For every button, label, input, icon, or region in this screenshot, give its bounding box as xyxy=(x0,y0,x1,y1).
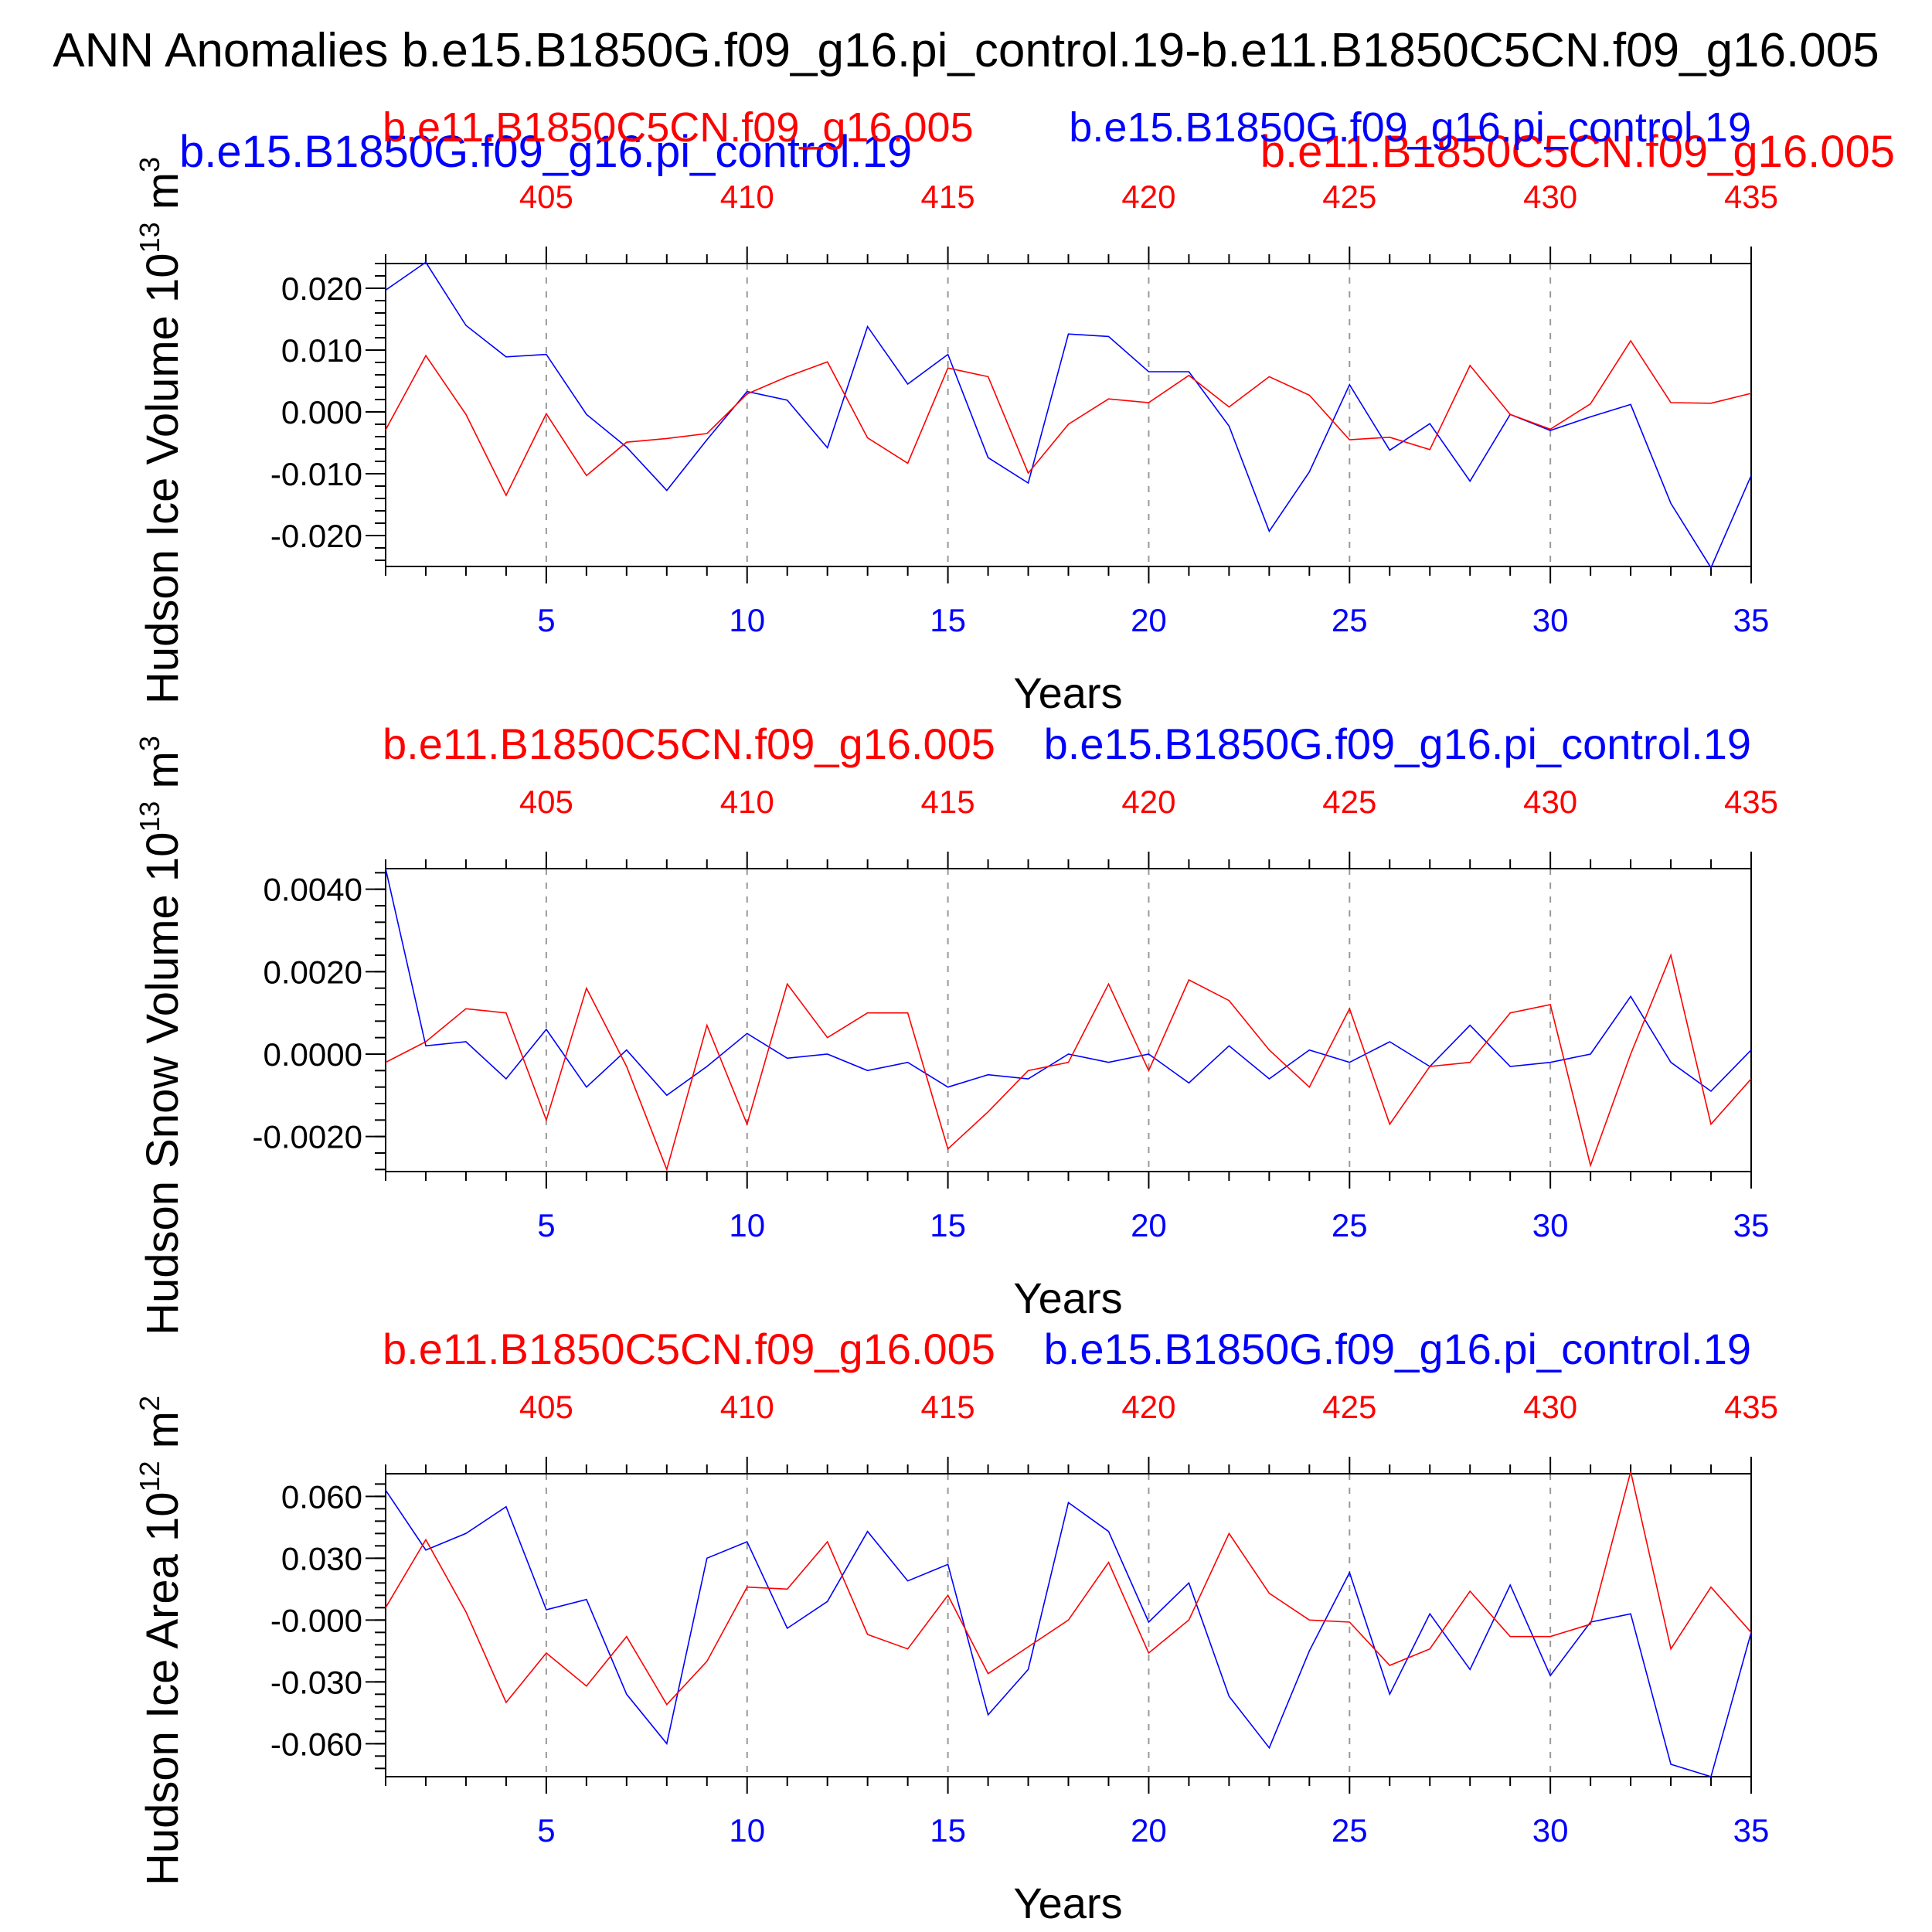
y-tick-label: 0.060 xyxy=(281,1478,362,1515)
subtitle-red: b.e11.B1850C5CN.f09_g16.005 xyxy=(383,1325,995,1373)
x-tick-label-top: 420 xyxy=(1121,179,1175,215)
x-tick-label-bottom: 35 xyxy=(1733,1207,1770,1243)
x-tick-label-bottom: 35 xyxy=(1733,1812,1770,1849)
subtitle-blue: b.e15.B1850G.f09_g16.pi_control.19 xyxy=(1069,104,1751,151)
x-tick-label-top: 405 xyxy=(519,1389,573,1425)
plot-frame xyxy=(385,1473,1752,1777)
x-axis-label: Years xyxy=(1013,1274,1122,1322)
chart-title: ANN Anomalies b.e15.B1850G.f09_g16.pi_co… xyxy=(53,24,1879,77)
x-tick-label-top: 435 xyxy=(1724,179,1778,215)
x-tick-label-top: 415 xyxy=(921,784,975,820)
x-tick-label-bottom: 15 xyxy=(930,1812,966,1849)
y-tick-label: -0.030 xyxy=(270,1664,362,1700)
x-tick-label-bottom: 30 xyxy=(1532,1812,1569,1849)
x-tick-label-top: 410 xyxy=(720,784,774,820)
x-tick-label-top: 430 xyxy=(1523,179,1577,215)
series-line-case1 xyxy=(385,261,1752,570)
subtitle-blue: b.e15.B1850G.f09_g16.pi_control.19 xyxy=(1044,719,1751,768)
legend-top-red: b.e11.B1850C5CN.f09_g16.005 xyxy=(1260,127,1895,177)
x-tick-label-top: 430 xyxy=(1523,1389,1577,1425)
subtitle-red: b.e11.B1850C5CN.f09_g16.005 xyxy=(383,104,974,151)
y-tick-label: -0.010 xyxy=(270,456,362,492)
x-tick-label-bottom: 10 xyxy=(729,602,765,638)
y-axis-label: Hudson Snow Volume 1013 m3 xyxy=(134,736,188,1335)
y-axis-label-part: m xyxy=(138,1411,188,1461)
series-line-case2 xyxy=(385,953,1752,1172)
y-axis-label-part: Hudson Ice Volume 10 xyxy=(138,253,188,704)
x-tick-label-top: 410 xyxy=(720,1389,774,1425)
series-line-case1 xyxy=(385,868,1752,1097)
x-tick-label-top: 435 xyxy=(1724,784,1778,820)
y-axis-label-part: Hudson Snow Volume 10 xyxy=(138,832,188,1335)
y-axis-label-part: 12 xyxy=(134,1461,165,1492)
x-tick-label-top: 425 xyxy=(1322,179,1376,215)
x-tick-label-bottom: 35 xyxy=(1733,602,1770,638)
y-tick-label: 0.010 xyxy=(281,332,362,369)
x-tick-label-top: 425 xyxy=(1322,1389,1376,1425)
panel-1: 0.020 0.010 0.000 -0.010 -0.020 5 10 15 20 25 30 35… xyxy=(134,104,1778,717)
y-axis-label-part: 3 xyxy=(134,157,165,172)
x-tick-label-bottom: 10 xyxy=(729,1207,765,1243)
x-tick-label-bottom: 5 xyxy=(537,602,555,638)
y-axis-label-part: Hudson Ice Area 10 xyxy=(138,1492,188,1886)
y-tick-label: -0.020 xyxy=(270,518,362,554)
y-axis-label-part: 2 xyxy=(134,1396,165,1411)
x-tick-label-bottom: 20 xyxy=(1131,602,1167,638)
legend-top-blue: b.e15.B1850G.f09_g16.pi_control.19 xyxy=(179,127,912,177)
series-line-case2 xyxy=(385,339,1752,497)
y-tick-label: 0.0040 xyxy=(264,872,362,908)
y-axis-label-part: 13 xyxy=(134,222,165,253)
y-tick-label: 0.0000 xyxy=(264,1036,362,1073)
x-tick-label-top: 405 xyxy=(519,179,573,215)
y-tick-label: -0.060 xyxy=(270,1726,362,1762)
x-axis-label: Years xyxy=(1013,1879,1122,1927)
x-tick-label-bottom: 15 xyxy=(930,1207,966,1243)
x-tick-label-bottom: 10 xyxy=(729,1812,765,1849)
y-tick-label: 0.030 xyxy=(281,1540,362,1577)
y-axis-label: Hudson Ice Volume 1013 m3 xyxy=(134,157,188,704)
y-tick-label: 0.000 xyxy=(281,394,362,430)
panel-3: 0.060 0.030 -0.000 -0.030 -0.060 5 10 15 20 25 30 3… xyxy=(134,1325,1778,1927)
y-axis-label-part: 3 xyxy=(134,736,165,751)
x-tick-label-bottom: 5 xyxy=(537,1207,555,1243)
subtitle-blue: b.e15.B1850G.f09_g16.pi_control.19 xyxy=(1044,1325,1751,1373)
series-line-case1 xyxy=(385,1489,1752,1778)
plot-frame xyxy=(385,263,1752,567)
y-axis-label-part: m xyxy=(138,751,188,801)
panel-2: 0.0040 0.0020 0.0000 -0.0020 5 10 15 20 25 30 35 40… xyxy=(134,719,1778,1335)
x-tick-label-top: 410 xyxy=(720,179,774,215)
series-line-case2 xyxy=(385,1471,1752,1706)
y-axis-label: Hudson Ice Area 1012 m2 xyxy=(134,1396,188,1886)
y-axis-label-part: 13 xyxy=(134,801,165,832)
x-tick-label-bottom: 25 xyxy=(1332,602,1368,638)
x-tick-label-bottom: 30 xyxy=(1532,602,1569,638)
x-tick-label-bottom: 20 xyxy=(1131,1812,1167,1849)
plot-frame xyxy=(385,868,1752,1172)
subtitle-red: b.e11.B1850C5CN.f09_g16.005 xyxy=(383,719,995,768)
y-axis-label-part: m xyxy=(138,172,188,222)
x-tick-label-bottom: 25 xyxy=(1332,1207,1368,1243)
x-tick-label-bottom: 30 xyxy=(1532,1207,1569,1243)
x-tick-label-top: 415 xyxy=(921,1389,975,1425)
y-tick-label: -0.000 xyxy=(270,1602,362,1638)
x-tick-label-top: 430 xyxy=(1523,784,1577,820)
x-tick-label-top: 435 xyxy=(1724,1389,1778,1425)
x-tick-label-bottom: 15 xyxy=(930,602,966,638)
x-tick-label-bottom: 5 xyxy=(537,1812,555,1849)
x-axis-label: Years xyxy=(1013,668,1122,717)
x-tick-label-top: 420 xyxy=(1121,1389,1175,1425)
y-tick-label: 0.0020 xyxy=(264,954,362,990)
x-tick-label-bottom: 25 xyxy=(1332,1812,1368,1849)
x-tick-label-top: 405 xyxy=(519,784,573,820)
y-tick-label: -0.0020 xyxy=(253,1119,362,1155)
x-tick-label-top: 420 xyxy=(1121,784,1175,820)
x-tick-label-bottom: 20 xyxy=(1131,1207,1167,1243)
x-tick-label-top: 425 xyxy=(1322,784,1376,820)
x-tick-label-top: 415 xyxy=(921,179,975,215)
y-tick-label: 0.020 xyxy=(281,270,362,307)
